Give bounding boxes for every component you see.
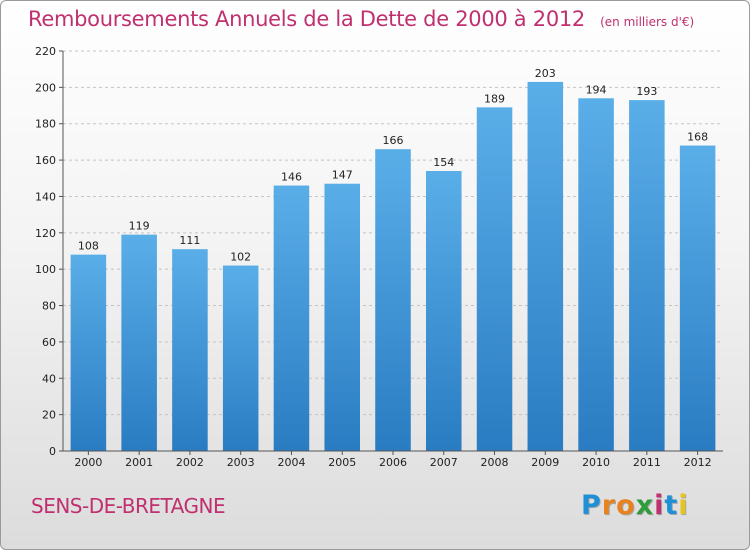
x-tick-label: 2001 (125, 456, 153, 469)
y-tick-label: 160 (35, 154, 56, 167)
value-label: 147 (332, 169, 353, 182)
chart-unit: (en milliers d'€) (600, 15, 695, 29)
x-tick-label: 2003 (227, 456, 255, 469)
bar (527, 81, 564, 451)
bar (629, 100, 665, 451)
x-tick-label: 2004 (277, 456, 305, 469)
value-label: 168 (687, 131, 708, 144)
y-tick-label: 120 (35, 227, 56, 240)
x-tick-label: 2002 (176, 456, 204, 469)
bar (222, 265, 259, 451)
y-tick-label: 40 (42, 372, 56, 385)
x-tick-label: 2011 (633, 456, 661, 469)
x-tick-label: 2012 (684, 456, 712, 469)
brand-logo-letter: i (654, 490, 665, 521)
x-tick-label: 2007 (430, 456, 458, 469)
bar (679, 145, 716, 451)
value-label: 146 (281, 171, 302, 184)
value-label: 102 (230, 251, 251, 264)
value-label: 193 (636, 85, 657, 98)
bar (273, 185, 310, 451)
value-label: 194 (586, 83, 607, 96)
value-label: 154 (433, 156, 454, 169)
bar (121, 234, 157, 451)
x-tick-label: 2005 (328, 456, 356, 469)
value-label: 111 (179, 234, 200, 247)
title-row: Remboursements Annuels de la Dette de 20… (28, 7, 694, 31)
brand-logo-letter: i (678, 490, 689, 521)
value-label: 189 (484, 92, 505, 105)
bar-layer: 108 119 111 102 146 147 166 154 189 203 194 193 168 (70, 67, 716, 451)
bar (70, 254, 107, 451)
x-tick-label: 2009 (531, 456, 559, 469)
y-tick-label: 180 (35, 118, 56, 131)
brand-logo-letter: r (601, 490, 617, 521)
value-label: 119 (129, 220, 150, 233)
brand-logo-letter: t (664, 490, 679, 521)
bar (578, 98, 614, 451)
y-tick-label: 20 (42, 409, 56, 422)
value-label: 203 (535, 67, 556, 80)
y-tick-label: 0 (49, 445, 56, 458)
y-tick-label: 220 (35, 45, 56, 58)
y-tick-label: 100 (35, 263, 56, 276)
bar (172, 249, 208, 451)
bar (324, 183, 360, 451)
y-tick-label: 60 (42, 336, 56, 349)
brand-logo: Proxiti (581, 490, 689, 521)
x-tick-label: 2000 (74, 456, 102, 469)
commune-name: SENS-DE-BRETAGNE (31, 494, 226, 518)
brand-logo-letter: x (635, 490, 655, 521)
chart-title: Remboursements Annuels de la Dette de 20… (28, 7, 585, 31)
bar (375, 149, 411, 451)
x-tick-label: 2006 (379, 456, 407, 469)
brand-logo-letter: o (616, 490, 636, 521)
value-label: 166 (383, 134, 404, 147)
x-tick-label: 2008 (481, 456, 509, 469)
value-label: 108 (78, 240, 99, 253)
y-tick-label: 80 (42, 300, 56, 313)
y-tick-label: 140 (35, 190, 56, 203)
axis-layer: 0 20 40 60 80 100 120 140 160 180 200 220 2000 2001 20… (35, 45, 723, 469)
bar (476, 107, 513, 451)
y-tick-label: 200 (35, 81, 56, 94)
brand-logo-letter: P (581, 490, 602, 521)
x-tick-label: 2010 (582, 456, 610, 469)
bar (426, 171, 462, 451)
